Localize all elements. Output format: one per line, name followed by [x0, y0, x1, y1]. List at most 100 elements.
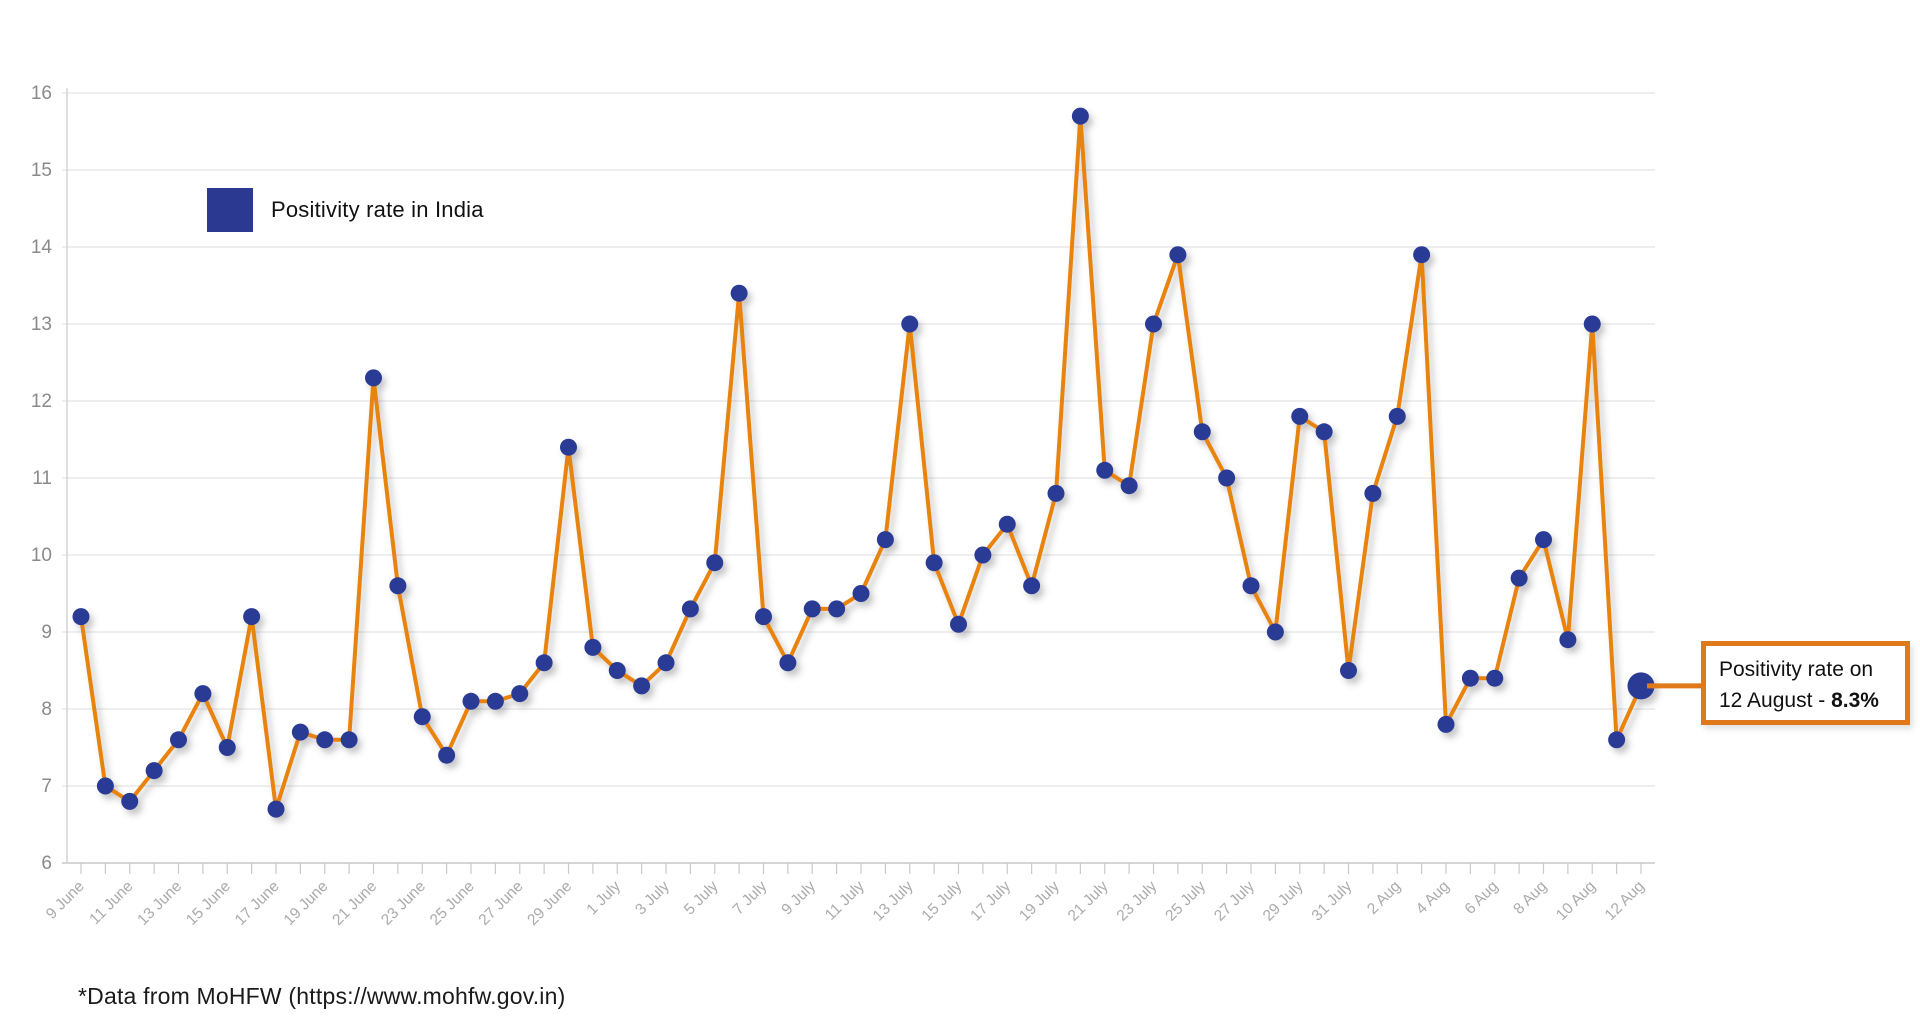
- data-point: [998, 515, 1016, 533]
- data-point: [1486, 669, 1504, 687]
- data-point: [72, 608, 90, 626]
- x-tick-label: 11 July: [822, 878, 868, 924]
- legend-label: Positivity rate in India: [271, 197, 484, 222]
- y-tick-label: 7: [41, 776, 52, 797]
- data-point: [1413, 246, 1431, 264]
- data-point: [779, 654, 797, 672]
- data-point: [1266, 623, 1284, 641]
- data-point: [1218, 469, 1236, 487]
- annotation-value: 8.3%: [1831, 689, 1879, 713]
- source-note: *Data from MoHFW (https://www.mohfw.gov.…: [78, 983, 566, 1009]
- x-tick-label: 15 July: [919, 878, 966, 925]
- x-tick-label: 7 July: [730, 878, 771, 919]
- data-point: [194, 685, 212, 703]
- data-point: [1535, 531, 1552, 549]
- data-point: [1461, 669, 1479, 687]
- data-point: [1242, 577, 1260, 595]
- data-point: [1096, 461, 1114, 479]
- data-point: [852, 585, 870, 602]
- data-point: [1510, 569, 1528, 587]
- data-point: [535, 654, 553, 672]
- x-tick-label: 12 Aug: [1602, 878, 1648, 924]
- y-tick-label: 16: [31, 83, 52, 104]
- x-tick-label: 17 June: [232, 878, 283, 929]
- data-point: [365, 369, 382, 387]
- y-tick-label: 15: [31, 160, 52, 181]
- data-point: [1071, 107, 1089, 125]
- x-tick-label: 5 July: [681, 878, 722, 919]
- data-point: [803, 600, 821, 618]
- x-tick-label: 27 June: [476, 878, 527, 929]
- y-tick-label: 9: [41, 622, 52, 643]
- y-tick-label: 13: [31, 314, 52, 335]
- x-tick-label: 25 July: [1162, 878, 1209, 925]
- data-point: [243, 608, 261, 626]
- data-point: [1145, 315, 1162, 333]
- y-tick-label: 6: [41, 853, 52, 874]
- data-point: [145, 762, 163, 780]
- data-point: [1340, 662, 1357, 679]
- x-tick-label: 21 July: [1065, 878, 1112, 925]
- x-tick-label: 19 June: [281, 878, 332, 929]
- y-tick-label: 10: [31, 545, 52, 566]
- x-tick-label: 13 June: [134, 878, 185, 929]
- data-point: [828, 600, 846, 618]
- x-tick-label: 9 July: [778, 878, 819, 919]
- data-point: [121, 792, 139, 810]
- x-tick-label: 19 July: [1016, 878, 1063, 925]
- annotation-date: 12 August -: [1719, 689, 1832, 713]
- data-point: [511, 685, 529, 703]
- data-point: [413, 708, 431, 726]
- annotation-line2: 12 August - 8.3%: [1719, 685, 1895, 716]
- x-tick-label: 9 June: [43, 878, 88, 923]
- data-point: [1583, 315, 1601, 333]
- x-tick-label: 10 Aug: [1553, 878, 1599, 924]
- data-point: [755, 608, 772, 626]
- series-group: [72, 107, 1655, 818]
- data-point: [633, 677, 651, 695]
- data-point: [462, 692, 480, 710]
- data-point: [267, 800, 285, 818]
- data-point: [1608, 731, 1626, 749]
- x-tick-label: 17 July: [967, 878, 1014, 925]
- data-point: [1315, 423, 1333, 441]
- x-tick-label: 23 July: [1114, 878, 1161, 925]
- x-tick-label: 29 July: [1260, 878, 1307, 925]
- data-point: [925, 554, 943, 572]
- data-point: [876, 531, 894, 549]
- data-point: [1169, 246, 1187, 264]
- data-point: [170, 731, 187, 749]
- data-point: [974, 546, 992, 564]
- data-point: [1437, 715, 1455, 733]
- x-tick-label: 3 July: [632, 878, 673, 919]
- data-point: [316, 731, 334, 749]
- data-point: [389, 577, 407, 595]
- x-tick-label: 25 June: [427, 878, 478, 929]
- data-point: [681, 600, 699, 618]
- data-point: [1193, 423, 1211, 441]
- data-point: [1559, 631, 1577, 649]
- data-point: [1047, 484, 1065, 502]
- x-tick-label: 27 July: [1211, 878, 1258, 925]
- y-tick-label: 8: [41, 699, 52, 720]
- x-tick-label: 13 July: [870, 878, 917, 925]
- x-tick-label: 4 Aug: [1413, 878, 1453, 918]
- x-tick-label: 21 June: [329, 878, 380, 929]
- x-tick-label: 23 June: [378, 878, 429, 929]
- x-tick-label: 29 June: [524, 878, 575, 929]
- x-tick-label: 1 July: [583, 878, 624, 919]
- data-point: [438, 746, 456, 764]
- legend: Positivity rate in India: [207, 188, 484, 232]
- data-point: [730, 284, 748, 302]
- x-tick-label: 31 July: [1309, 878, 1356, 925]
- x-tick-label: 15 June: [183, 878, 234, 929]
- data-point: [584, 638, 602, 656]
- data-point: [340, 731, 358, 749]
- data-point: [657, 654, 675, 672]
- annotation-line1: Positivity rate on: [1719, 658, 1874, 681]
- x-tick-label: 6 Aug: [1462, 878, 1502, 918]
- data-point: [1023, 577, 1041, 595]
- data-point: [1364, 484, 1382, 502]
